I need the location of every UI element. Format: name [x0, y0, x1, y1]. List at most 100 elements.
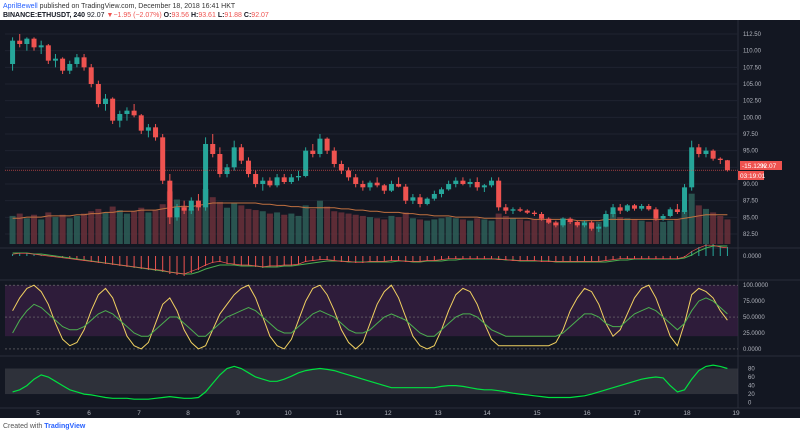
pane3-tick-4: 0 [748, 401, 752, 407]
volume-bar [710, 212, 717, 244]
candle-body [338, 164, 344, 171]
author-link[interactable]: AprilBewell [3, 3, 38, 10]
time-tick-4: 9 [236, 410, 240, 417]
tradingview-logo[interactable]: TradingView [44, 423, 86, 430]
candle-body [631, 205, 637, 209]
volume-bar [374, 218, 381, 244]
volume-bar [409, 218, 416, 244]
pane3-tick-2: 40 [748, 384, 755, 390]
candle-body [303, 150, 309, 176]
candle-body [110, 98, 116, 121]
volume-bar [581, 220, 588, 244]
candle-body [646, 206, 652, 210]
candle-body [624, 205, 630, 211]
candle-body [167, 180, 173, 218]
volume-bar [59, 214, 66, 244]
candle-body [496, 180, 502, 208]
volume-bar [624, 218, 631, 244]
volume-bar [602, 214, 609, 244]
volume-bar [345, 213, 352, 244]
candle-body [103, 98, 109, 104]
candle-body [310, 150, 316, 154]
candle-body [724, 160, 730, 171]
volume-bar [23, 218, 30, 244]
price-tick-9: 90.00 [743, 182, 759, 188]
volume-bar [66, 218, 73, 244]
time-tick-11: 16 [583, 410, 591, 417]
volume-bar [302, 205, 309, 244]
candle-body [81, 57, 87, 68]
high-value: 93.61 [198, 12, 216, 19]
volume-bar [702, 208, 709, 244]
volume-bar [638, 220, 645, 244]
volume-bar [617, 217, 624, 244]
indicators [12, 244, 728, 400]
volume-bar [467, 220, 474, 244]
price-tick-6: 97.50 [743, 132, 759, 138]
volume-bar [316, 200, 323, 244]
candle-body [153, 127, 159, 138]
candle-body [74, 57, 80, 64]
candle-body [639, 206, 645, 209]
volume-bar [395, 217, 402, 244]
volume-bar [266, 213, 273, 244]
volume-bar [459, 219, 466, 244]
pct-tag: -15.12% [742, 163, 766, 170]
candle-body [424, 198, 430, 204]
candle-body [510, 209, 516, 211]
price-tick-4: 102.50 [743, 99, 762, 105]
volume-bar [152, 210, 159, 244]
candle-body [696, 147, 702, 154]
price-tick-7: 95.00 [743, 149, 759, 155]
change-arrow: ▼ [106, 12, 114, 19]
close-label: C: [243, 12, 252, 19]
rsi-tick-4: 0.0000 [743, 347, 762, 353]
candle-body [617, 207, 623, 211]
candle-body [88, 67, 94, 84]
volume-bar [81, 213, 88, 244]
candle-body [60, 58, 66, 71]
volume-bar [695, 205, 702, 244]
open-label: O: [163, 12, 172, 19]
volume-bar [524, 220, 531, 244]
candle-body [717, 158, 723, 160]
candle-body [245, 160, 251, 174]
candle-body [367, 182, 373, 188]
candle-body [410, 197, 416, 201]
publish-info: AprilBewell published on TradingView.com… [3, 2, 235, 11]
rsi-tick-1: 75.0000 [743, 299, 765, 305]
candle-body [160, 137, 166, 181]
candle-body [674, 209, 680, 212]
candle-body [360, 184, 366, 188]
candle-body [438, 189, 444, 194]
candle-body [253, 174, 259, 184]
rsi-tick-0: 100.0000 [743, 283, 769, 289]
volume-bar [231, 203, 238, 244]
candle-body [224, 167, 230, 174]
price-axis[interactable]: 112.50 110.00 107.50 105.00 102.50 100.00 97.5… [743, 32, 769, 407]
volume-bar [552, 221, 559, 244]
publish-text: published on TradingView.com, December 1… [39, 3, 236, 10]
volume-bar [402, 212, 409, 244]
timer-tag-bg [738, 171, 764, 180]
candle-body [38, 45, 44, 48]
time-axis[interactable]: 5 6 7 8 9 10 11 12 13 14 15 16 17 18 19 [36, 410, 740, 417]
macd-line [12, 244, 728, 275]
volume-bar [145, 212, 152, 244]
volume-bar [102, 212, 109, 244]
volume-bar [674, 219, 681, 244]
time-tick-2: 7 [137, 410, 141, 417]
candle-body [288, 177, 294, 182]
candle-body [546, 218, 552, 223]
price-tag: 92.07 [760, 163, 777, 170]
candle-body [317, 138, 323, 154]
open-value: 93.56 [171, 12, 189, 19]
volume-bar [567, 220, 574, 244]
volume-bar [352, 214, 359, 244]
volume-bars [9, 189, 731, 244]
volume-bar [652, 219, 659, 244]
candle-body [203, 144, 209, 208]
pane3-tick-1: 60 [748, 375, 755, 381]
volume-bar [538, 218, 545, 244]
